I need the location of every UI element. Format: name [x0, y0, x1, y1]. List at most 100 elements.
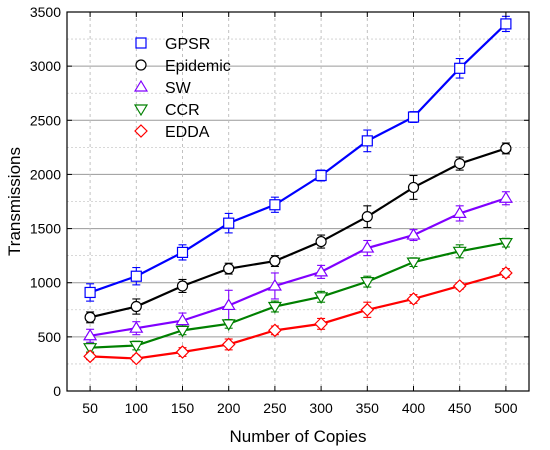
data-point: [221, 298, 236, 311]
data-point: [406, 227, 421, 240]
data-point: [314, 264, 329, 277]
data-point: [498, 238, 513, 250]
legend-item-ccr: CCR: [133, 102, 200, 119]
data-point: [175, 325, 190, 338]
data-point: [221, 337, 236, 352]
y-tick-label: 1000: [30, 275, 61, 291]
data-point: [83, 343, 98, 355]
y-tick-label: 1500: [30, 221, 61, 237]
plot-frame: [66, 11, 530, 392]
legend-item-epidemic: Epidemic: [135, 58, 231, 75]
data-point: [223, 217, 235, 229]
legend-marker: [135, 37, 147, 49]
data-point: [267, 278, 282, 291]
x-tick-label: 350: [356, 400, 380, 416]
data-point: [499, 266, 513, 280]
data-point: [129, 340, 144, 353]
y-tick-label: 500: [38, 329, 62, 345]
data-point: [500, 18, 512, 30]
data-point: [130, 300, 142, 313]
legend-label: CCR: [165, 102, 200, 119]
legend-item-sw: SW: [133, 79, 192, 97]
data-point: [315, 235, 327, 248]
x-tick-label: 250: [263, 400, 287, 416]
data-point: [407, 111, 420, 123]
legend-item-edda: EDDA: [134, 124, 210, 141]
data-point: [175, 345, 190, 359]
series-line: [89, 23, 507, 294]
data-point: [84, 311, 96, 323]
data-point: [129, 321, 144, 333]
data-point: [83, 349, 97, 364]
data-point: [360, 277, 375, 289]
x-tick-label: 200: [217, 400, 241, 416]
y-tick-label: 2500: [30, 112, 61, 128]
data-point: [267, 301, 282, 314]
legend-marker: [134, 124, 148, 138]
data-point: [452, 279, 467, 293]
data-point: [129, 351, 144, 366]
data-point: [269, 255, 281, 267]
data-point: [269, 199, 281, 211]
series-line: [89, 197, 507, 337]
data-point: [454, 158, 466, 170]
legend-marker: [133, 104, 149, 117]
legend-label: GPSR: [165, 36, 210, 53]
series-edda: [83, 266, 513, 366]
data-point: [130, 270, 142, 282]
y-tick-label: 3000: [30, 58, 61, 74]
axis-ticks: 50 100 150 200 250 300 350 400 450 500 0 500 1000 150…: [30, 4, 529, 416]
data-point: [221, 319, 236, 332]
series-line: [89, 147, 507, 319]
data-point: [176, 246, 189, 258]
data-point: [175, 313, 190, 326]
legend-label: SW: [165, 80, 192, 97]
y-tick-label: 3500: [30, 4, 61, 20]
series-sw: [83, 191, 513, 343]
series-ccr: [83, 237, 513, 355]
series-layer: [83, 15, 513, 366]
y-tick-label: 0: [53, 383, 61, 399]
x-tick-label: 450: [448, 400, 472, 416]
legend-marker: [135, 59, 147, 71]
data-point: [500, 142, 512, 155]
data-point: [407, 181, 420, 194]
series-gpsr: [84, 15, 512, 302]
x-tick-label: 300: [309, 400, 333, 416]
data-point: [314, 292, 329, 304]
data-point: [360, 240, 375, 253]
data-point: [406, 257, 421, 270]
data-point: [360, 302, 375, 317]
x-tick-label: 100: [125, 400, 149, 416]
legend: GPSR Epidemic SW CCR EDDA: [133, 36, 231, 141]
data-point: [315, 169, 327, 182]
data-point: [498, 191, 513, 203]
data-point: [452, 246, 467, 259]
x-axis-title: Number of Copies: [229, 427, 366, 446]
y-axis-title: Transmissions: [5, 147, 24, 256]
data-point: [361, 135, 373, 147]
data-point: [406, 292, 421, 306]
x-tick-label: 400: [402, 400, 426, 416]
series-line: [90, 271, 507, 360]
data-point: [176, 280, 189, 292]
y-tick-label: 2000: [30, 166, 61, 182]
data-point: [83, 328, 98, 341]
legend-item-gpsr: GPSR: [135, 36, 210, 53]
x-tick-label: 150: [171, 400, 195, 416]
data-point: [454, 62, 466, 74]
data-point: [452, 206, 467, 219]
legend-label: EDDA: [165, 124, 210, 141]
legend-marker: [133, 79, 149, 92]
x-tick-label: 50: [82, 400, 98, 416]
data-point: [268, 323, 282, 338]
data-point: [361, 211, 373, 223]
legend-label: Epidemic: [165, 58, 231, 75]
x-tick-label: 500: [494, 400, 518, 416]
series-epidemic: [84, 142, 512, 324]
data-point: [223, 263, 235, 275]
series-line: [90, 241, 507, 349]
data-point: [84, 286, 96, 299]
data-point: [314, 317, 328, 331]
